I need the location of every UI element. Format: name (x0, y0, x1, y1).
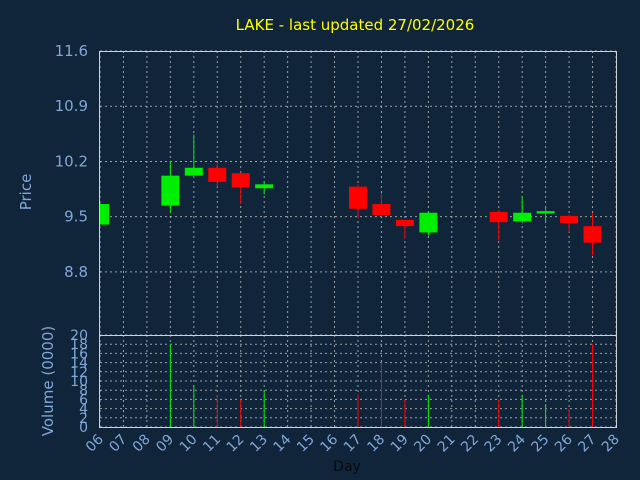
x-tick-label: 23 (482, 432, 506, 456)
volume-tick-label: 4 (79, 402, 88, 418)
price-tick-label: 10.2 (55, 152, 88, 170)
volume-bars (169, 344, 594, 427)
price-axis-label: Price (17, 174, 35, 211)
x-tick-label: 12 (224, 432, 248, 456)
chart-title: LAKE - last updated 27/02/2026 (236, 16, 475, 34)
price-tick-label: 9.5 (64, 208, 88, 226)
x-tick-label: 24 (505, 431, 529, 455)
x-tick-label: 25 (529, 432, 553, 456)
x-tick-label: 08 (130, 432, 154, 456)
volume-tick-label: 20 (70, 328, 88, 344)
x-tick-label: 27 (575, 432, 599, 456)
x-tick-label: 15 (294, 432, 318, 456)
x-axis-label: Day (333, 459, 361, 475)
volume-tick-label: 8 (79, 383, 88, 399)
candle-body (161, 175, 180, 206)
x-tick-label: 10 (177, 432, 201, 456)
candle-body (184, 167, 203, 176)
volume-tick-label: 6 (79, 392, 88, 408)
volume-tick-label: 0 (79, 420, 88, 436)
price-tick-label: 8.8 (64, 263, 88, 281)
volume-axis-label: Volume (0000) (39, 326, 57, 436)
x-tick-label: 26 (552, 431, 576, 455)
candle-body (395, 219, 414, 227)
x-tick-labels: 06 07 08 09 10 11 12 13 14 15 16 17 18 19 20 21 22 23 24 25… (83, 431, 623, 455)
price-tick-labels: 8.8 9.5 10.2 10.9 11.6 (55, 42, 88, 281)
x-tick-label: 13 (247, 432, 271, 456)
volume-tick-label: 10 (70, 374, 88, 390)
candle-body (513, 212, 532, 222)
volume-tick-label: 12 (70, 365, 88, 381)
candles (99, 134, 602, 256)
x-tick-label: 16 (317, 431, 341, 455)
candle-body (489, 211, 508, 223)
candle-body (100, 204, 109, 225)
volume-panel-frame (99, 335, 617, 428)
candle-body (208, 167, 227, 182)
x-tick-label: 20 (411, 432, 435, 456)
volume-tick-label: 14 (70, 356, 88, 372)
price-tick-label: 10.9 (55, 97, 88, 115)
candle-body (536, 211, 555, 214)
x-tick-label: 28 (599, 432, 623, 456)
candle-body (583, 226, 602, 243)
candle-body (349, 186, 367, 209)
volume-tick-label: 2 (79, 411, 88, 427)
x-tick-label: 07 (106, 432, 130, 456)
x-tick-label: 09 (153, 432, 177, 456)
x-tick-label: 11 (200, 432, 224, 456)
candle-body (419, 212, 438, 233)
x-tick-label: 19 (388, 432, 412, 456)
volume-tick-label: 16 (70, 346, 88, 362)
volume-tick-label: 18 (70, 337, 88, 353)
price-tick-label: 11.6 (55, 42, 88, 60)
x-tick-label: 22 (458, 432, 482, 456)
candle-body (560, 215, 579, 223)
candle-body (372, 204, 391, 216)
x-tick-label: 21 (435, 432, 459, 456)
x-tick-label: 17 (341, 432, 365, 456)
x-tick-label: 18 (364, 432, 388, 456)
candle-body (255, 184, 274, 189)
candle-body (231, 173, 250, 188)
x-tick-label: 14 (271, 431, 295, 455)
